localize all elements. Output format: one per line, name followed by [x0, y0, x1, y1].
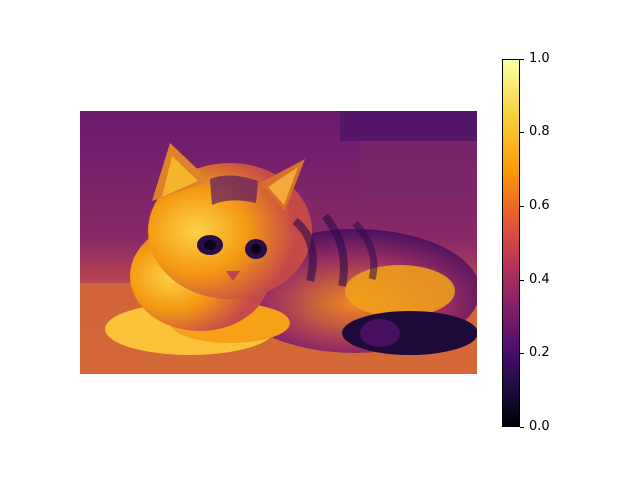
kitten-illustration — [80, 111, 477, 374]
colorbar-tick-0 — [520, 427, 524, 428]
colorbar-tick-1 — [520, 353, 524, 354]
colorbar-tick-label: 0.2 — [529, 345, 550, 360]
colorbar-tick-label: 1.0 — [529, 51, 550, 66]
colorbar-tick-4 — [520, 132, 524, 133]
colorbar-tick-label: 0.0 — [529, 419, 550, 434]
colorbar-tick-3 — [520, 206, 524, 207]
kitten-image — [80, 111, 477, 374]
colorbar — [502, 59, 520, 427]
colorbar-tick-label: 0.8 — [529, 124, 550, 139]
colorbar-tick-2 — [520, 280, 524, 281]
colorbar-tick-5 — [520, 59, 524, 60]
colorbar-tick-label: 0.6 — [529, 198, 550, 213]
colorbar-tick-label: 0.4 — [529, 272, 550, 287]
